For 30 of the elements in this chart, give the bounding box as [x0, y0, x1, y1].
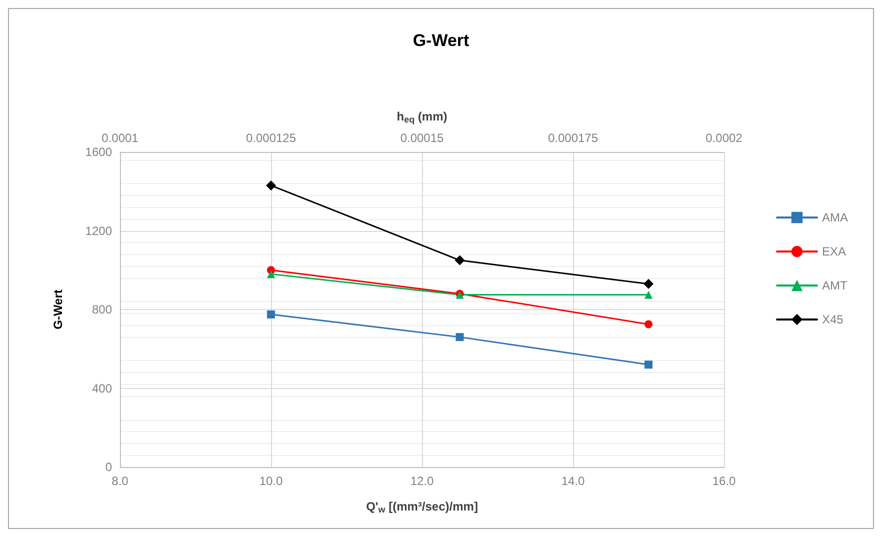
x-tick-label: 10.0	[259, 474, 283, 488]
y-axis-title: G-Wert	[51, 290, 65, 330]
x-tick-label: 8.0	[112, 474, 129, 488]
point	[456, 333, 464, 342]
legend-label: EXA	[822, 244, 846, 258]
y-tick-label: 1600	[85, 145, 112, 159]
y-tick-label: 1200	[85, 224, 112, 238]
point	[644, 278, 654, 289]
point	[266, 180, 276, 190]
point	[267, 310, 275, 318]
y-tick-label: 0	[105, 460, 112, 474]
x2-tick-label: 0.0001	[102, 131, 139, 145]
x2-tick-label: 0.000125	[246, 131, 296, 145]
point	[454, 255, 465, 266]
x-tick-label: 12.0	[410, 474, 434, 488]
x2-tick-label: 0.000175	[548, 131, 598, 145]
x-tick-label: 16.0	[712, 474, 736, 488]
x-tick-label: 14.0	[561, 474, 585, 488]
legend-label: X45	[822, 312, 844, 326]
point	[267, 270, 275, 278]
point	[644, 360, 652, 369]
y-tick-label: 400	[92, 381, 112, 396]
y-tick-label: 800	[92, 302, 112, 316]
legend-label: AMA	[822, 210, 848, 224]
legend-label: AMT	[822, 278, 848, 292]
point	[644, 320, 652, 328]
chart-title: G-Wert	[412, 31, 470, 50]
x2-tick-label: 0.0002	[706, 131, 743, 145]
x2-tick-label: 0.00015	[400, 131, 444, 145]
point	[644, 290, 652, 299]
